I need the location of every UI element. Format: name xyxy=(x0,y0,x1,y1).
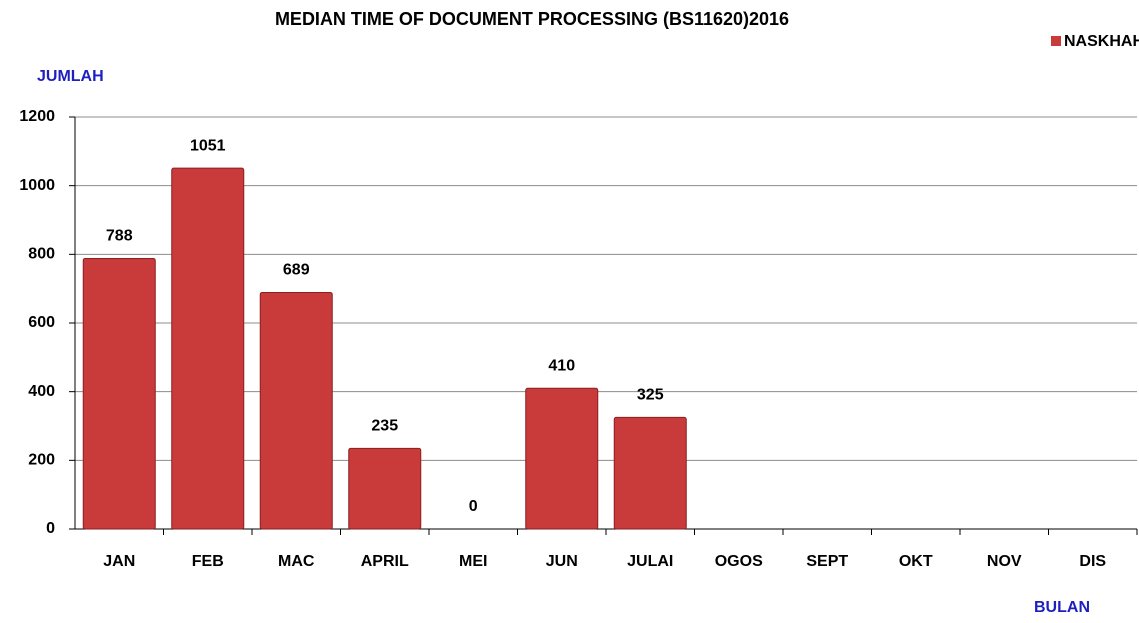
legend-swatch xyxy=(1051,36,1061,46)
x-tick-label: DIS xyxy=(1079,553,1106,570)
bar xyxy=(613,416,687,530)
bar xyxy=(82,257,156,530)
x-tick-label: MAC xyxy=(278,553,315,570)
bar xyxy=(171,167,245,530)
legend-label: NASKHAH xyxy=(1064,33,1139,50)
x-tick-label: SEPT xyxy=(806,553,848,570)
y-tick-label: 200 xyxy=(28,452,55,469)
x-axis-label: BULAN xyxy=(1034,599,1090,616)
value-label: 325 xyxy=(637,387,664,404)
x-tick-label: JUN xyxy=(546,553,578,570)
value-label: 689 xyxy=(283,262,310,279)
x-tick-label: MEI xyxy=(459,553,487,570)
value-label: 788 xyxy=(106,228,133,245)
y-tick-label: 400 xyxy=(28,383,55,400)
x-tick-label: OKT xyxy=(899,553,933,570)
y-tick-label: 1000 xyxy=(19,177,55,194)
y-axis-label: JUMLAH xyxy=(37,68,104,85)
chart-title: MEDIAN TIME OF DOCUMENT PROCESSING (BS11… xyxy=(275,9,789,29)
y-tick-label: 0 xyxy=(46,520,55,537)
x-tick-label: JULAI xyxy=(627,553,673,570)
bar xyxy=(525,387,599,530)
y-tick-label: 600 xyxy=(28,314,55,331)
y-tick-label: 800 xyxy=(28,246,55,263)
x-tick-label: APRIL xyxy=(361,553,409,570)
y-tick-label: 1200 xyxy=(19,108,55,125)
value-label: 0 xyxy=(469,498,478,515)
value-label: 235 xyxy=(371,418,398,435)
bar xyxy=(348,447,422,530)
bar xyxy=(259,291,333,530)
x-tick-label: FEB xyxy=(192,553,224,570)
x-tick-label: JAN xyxy=(103,553,135,570)
x-tick-label: OGOS xyxy=(715,553,763,570)
value-label: 410 xyxy=(548,357,575,374)
value-label: 1051 xyxy=(190,137,226,154)
x-tick-label: NOV xyxy=(987,553,1022,570)
